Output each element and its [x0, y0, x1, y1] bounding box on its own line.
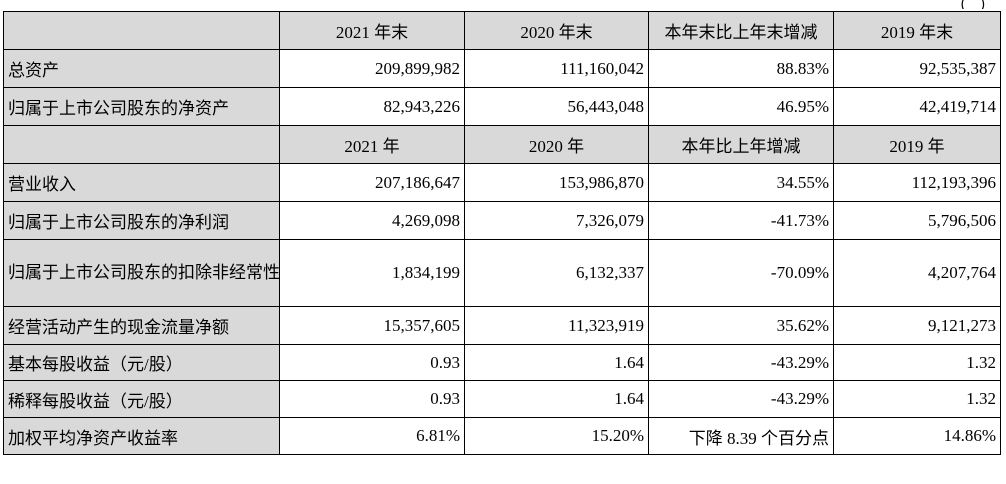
table-cell: 11,323,919 — [464, 306, 649, 345]
table-cell: 5,796,506 — [833, 201, 1001, 240]
table-row: 加权平均净资产收益率 6.81% 15.20% 下降 8.39 个百分点 14.… — [3, 417, 1001, 455]
financial-summary-table: 2021 年末 2020 年末 本年末比上年末增减 2019 年末 总资产 20… — [3, 11, 1001, 455]
table-cell: 111,160,042 — [464, 49, 649, 88]
table-cell: 1,834,199 — [279, 239, 465, 307]
table-cell: 1.64 — [464, 344, 649, 381]
table-cell: 82,943,226 — [279, 87, 465, 126]
row-label: 稀释每股收益（元/股） — [3, 380, 280, 418]
table-row: 归属于上市公司股东的净利润 4,269,098 7,326,079 -41.73… — [3, 201, 1001, 240]
header-cell: 2019 年末 — [833, 11, 1001, 50]
table-cell: 88.83% — [648, 49, 834, 88]
table-row: 总资产 209,899,982 111,160,042 88.83% 92,53… — [3, 49, 1001, 88]
header-cell: 2021 年末 — [279, 11, 465, 50]
table-row: 基本每股收益（元/股） 0.93 1.64 -43.29% 1.32 — [3, 344, 1001, 381]
table-cell: -70.09% — [648, 239, 834, 307]
header-blank-cell — [3, 125, 280, 164]
row-label: 营业收入 — [3, 163, 280, 202]
header-cell: 2020 年末 — [464, 11, 649, 50]
table-cell: 1.64 — [464, 380, 649, 418]
table-cell: 153,986,870 — [464, 163, 649, 202]
table-cell: 14.86% — [833, 417, 1001, 455]
table-cell: 9,121,273 — [833, 306, 1001, 345]
table-cell: 46.95% — [648, 87, 834, 126]
table-cell: 7,326,079 — [464, 201, 649, 240]
row-label: 经营活动产生的现金流量净额 — [3, 306, 280, 345]
table-cell: -43.29% — [648, 380, 834, 418]
table-row: 归属于上市公司股东的净资产 82,943,226 56,443,048 46.9… — [3, 87, 1001, 126]
table-cell: 下降 8.39 个百分点 — [648, 417, 834, 455]
table-cell: 6.81% — [279, 417, 465, 455]
header-blank-cell — [3, 11, 280, 50]
table-row: 归属于上市公司股东的扣除非经常性损益的净利润 1,834,199 6,132,3… — [3, 239, 1001, 307]
table-cell: 42,419,714 — [833, 87, 1001, 126]
table-cell: 1.32 — [833, 380, 1001, 418]
header-cell: 本年末比上年末增减 — [648, 11, 834, 50]
table-cell: 92,535,387 — [833, 49, 1001, 88]
table-header-row: 2021 年末 2020 年末 本年末比上年末增减 2019 年末 — [3, 11, 1001, 50]
table-cell: 6,132,337 — [464, 239, 649, 307]
table-cell: 4,207,764 — [833, 239, 1001, 307]
table-cell: 1.32 — [833, 344, 1001, 381]
table-row: 稀释每股收益（元/股） 0.93 1.64 -43.29% 1.32 — [3, 380, 1001, 418]
table-row: 营业收入 207,186,647 153,986,870 34.55% 112,… — [3, 163, 1001, 202]
table-cell: -43.29% — [648, 344, 834, 381]
table-cell: 34.55% — [648, 163, 834, 202]
table-cell: 0.93 — [279, 344, 465, 381]
table-row: 经营活动产生的现金流量净额 15,357,605 11,323,919 35.6… — [3, 306, 1001, 345]
header-cell: 2020 年 — [464, 125, 649, 164]
row-label: 归属于上市公司股东的扣除非经常性损益的净利润 — [3, 239, 280, 307]
table-cell: 112,193,396 — [833, 163, 1001, 202]
table-cell: 0.93 — [279, 380, 465, 418]
row-label: 归属于上市公司股东的净资产 — [3, 87, 280, 126]
table-cell: 4,269,098 — [279, 201, 465, 240]
table-cell: 15.20% — [464, 417, 649, 455]
row-label: 总资产 — [3, 49, 280, 88]
table-cell: -41.73% — [648, 201, 834, 240]
row-label: 基本每股收益（元/股） — [3, 344, 280, 381]
table-cell: 209,899,982 — [279, 49, 465, 88]
header-mark: （ ） — [844, 0, 1006, 9]
row-label: 归属于上市公司股东的净利润 — [3, 201, 280, 240]
table-cell: 207,186,647 — [279, 163, 465, 202]
table-header-row: 2021 年 2020 年 本年比上年增减 2019 年 — [3, 125, 1001, 164]
table-cell: 56,443,048 — [464, 87, 649, 126]
header-cell: 2019 年 — [833, 125, 1001, 164]
header-cell: 2021 年 — [279, 125, 465, 164]
table-cell: 35.62% — [648, 306, 834, 345]
header-cell: 本年比上年增减 — [648, 125, 834, 164]
row-label: 加权平均净资产收益率 — [3, 417, 280, 455]
table-cell: 15,357,605 — [279, 306, 465, 345]
